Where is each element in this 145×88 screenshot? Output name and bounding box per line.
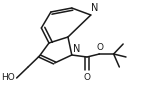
Text: N: N <box>73 44 80 54</box>
Text: HO: HO <box>1 73 15 83</box>
Text: N: N <box>91 3 99 13</box>
Text: O: O <box>97 43 104 52</box>
Text: O: O <box>84 73 90 82</box>
